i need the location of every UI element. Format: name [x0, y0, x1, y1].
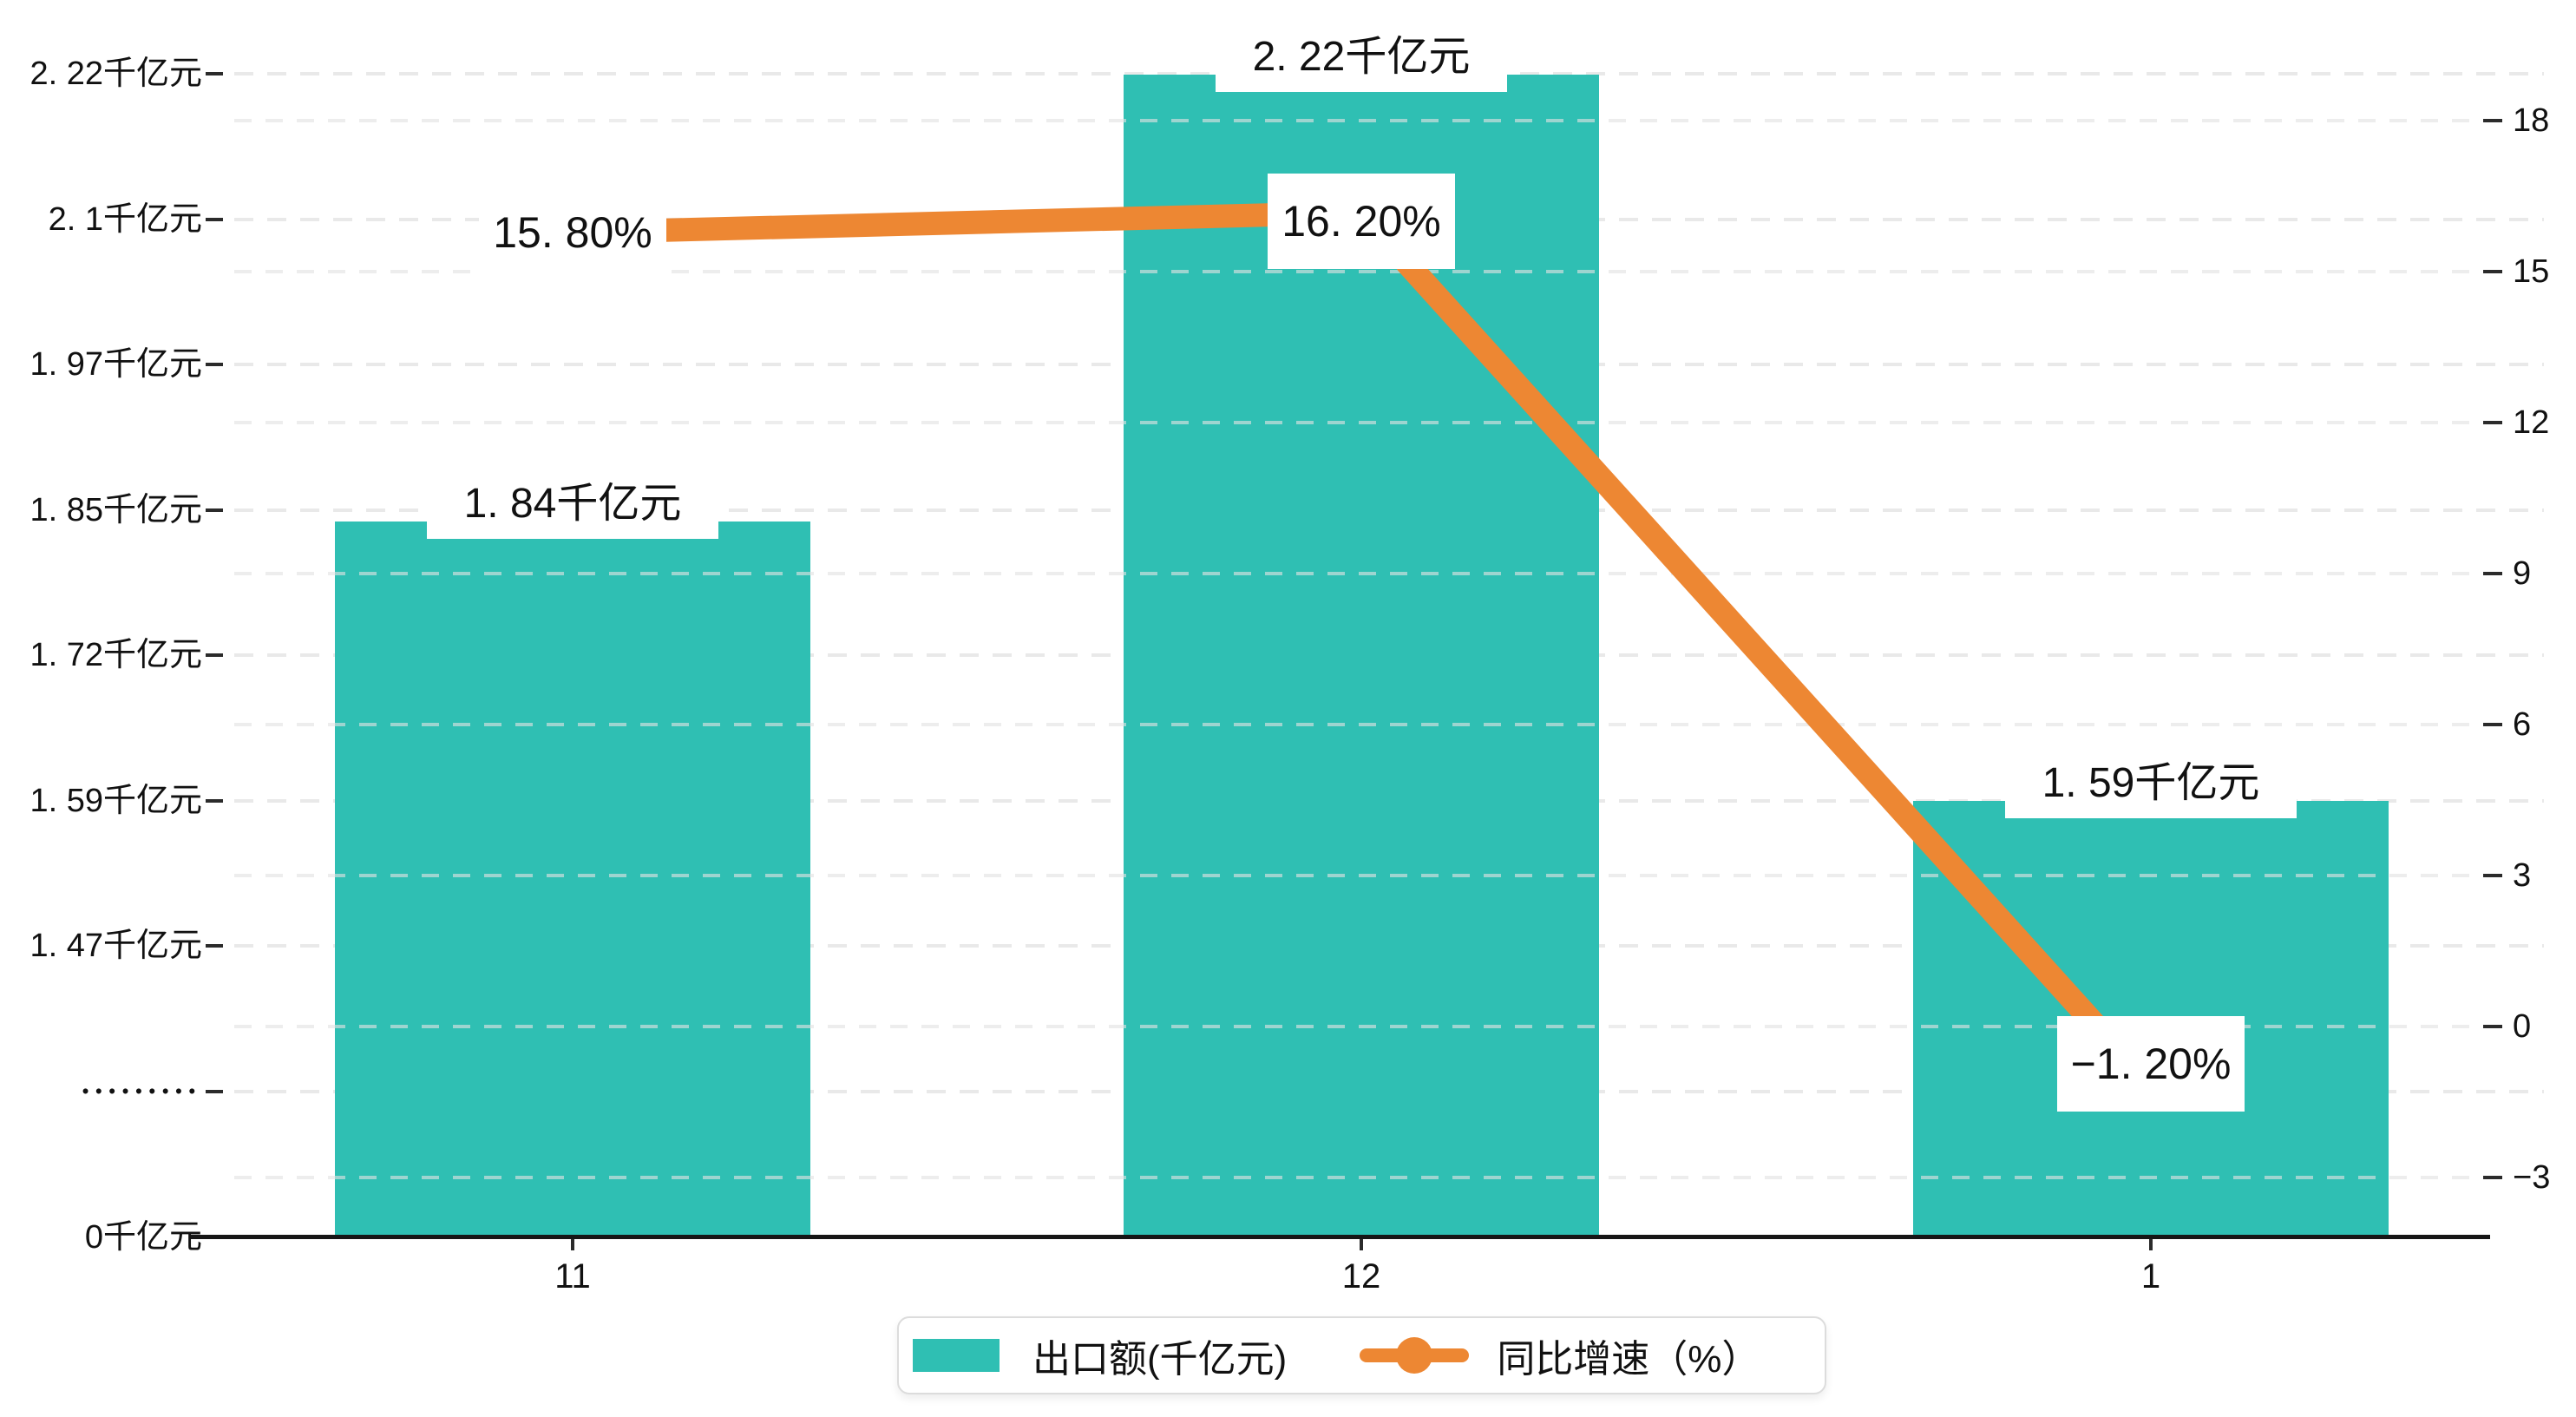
left-axis-tick — [206, 653, 223, 657]
right-axis-tick — [2483, 723, 2502, 726]
left-axis-tick-label: 2. 22千亿元 — [29, 56, 202, 92]
growth-value-label: 16. 20% — [1268, 174, 1455, 269]
legend-square-icon — [913, 1339, 1000, 1372]
left-axis-tick — [206, 944, 223, 948]
right-axis-tick-label: 6 — [2513, 706, 2532, 743]
left-axis-tick-label: 1. 85千亿元 — [29, 492, 202, 528]
left-axis-tick — [206, 72, 223, 75]
gridline-right — [234, 723, 2471, 726]
left-axis-tick-label: 0千亿元 — [84, 1219, 202, 1256]
right-axis-tick — [2483, 874, 2502, 877]
gridline-right — [234, 119, 2471, 122]
left-axis-tick — [206, 218, 223, 221]
right-axis-tick-label: 12 — [2513, 404, 2550, 441]
gridline-right — [234, 421, 2471, 424]
gridline-right — [234, 1176, 2471, 1179]
growth-value-label: 15. 80% — [479, 185, 666, 280]
legend-item-growth[interactable]: 同比增速（%） — [1360, 1328, 1760, 1383]
bar-month-11 — [335, 522, 810, 1237]
legend-line-dot-icon — [1360, 1337, 1470, 1374]
bar-value-label: 2. 22千亿元 — [1216, 12, 1507, 92]
growth-value-label: −1. 20% — [2057, 1016, 2245, 1112]
bar-value-label: 1. 59千亿元 — [2005, 738, 2297, 818]
right-axis-tick — [2483, 572, 2502, 575]
right-axis-tick-label: 9 — [2513, 555, 2532, 592]
right-axis-tick-label: 3 — [2513, 857, 2532, 894]
right-axis-tick-label: 0 — [2513, 1008, 2532, 1045]
x-axis-label: 11 — [554, 1257, 591, 1296]
right-axis-tick — [2483, 119, 2502, 122]
right-axis-tick-label: 15 — [2513, 253, 2550, 290]
legend-item-export[interactable]: 出口额(千亿元) — [913, 1328, 1287, 1383]
x-axis-tick — [571, 1239, 574, 1250]
left-axis-tick-label: 2. 1千亿元 — [48, 201, 202, 238]
bar-value-label: 1. 84千亿元 — [427, 459, 718, 539]
left-axis-tick-label: ••••••••• — [82, 1081, 202, 1102]
legend-label-growth: 同比增速（%） — [1497, 1338, 1760, 1381]
right-axis-tick — [2483, 1025, 2502, 1028]
x-axis-label: 1 — [2140, 1257, 2161, 1296]
left-axis-tick — [206, 1090, 223, 1093]
left-axis-tick — [206, 508, 223, 512]
legend-label-export: 出口额(千亿元) — [1032, 1338, 1288, 1381]
x-axis-tick — [2149, 1239, 2153, 1250]
left-axis-tick-label: 1. 72千亿元 — [29, 637, 202, 673]
right-axis-tick — [2483, 270, 2502, 273]
legend: 出口额(千亿元) 同比增速（%） — [897, 1316, 1826, 1394]
x-axis-label: 12 — [1341, 1257, 1381, 1296]
left-axis-tick — [206, 799, 223, 803]
right-axis-tick — [2483, 421, 2502, 424]
left-axis-tick-label: 1. 97千亿元 — [29, 346, 202, 383]
x-axis-line — [191, 1235, 2490, 1239]
gridline-right — [234, 572, 2471, 575]
right-axis-tick-label: −3 — [2513, 1159, 2551, 1196]
left-axis-tick-label: 1. 59千亿元 — [29, 783, 202, 819]
right-axis-tick-label: 18 — [2513, 102, 2550, 139]
left-axis-tick — [206, 363, 223, 366]
left-axis-tick-label: 1. 47千亿元 — [29, 928, 202, 964]
gridline-right — [234, 874, 2471, 877]
right-axis-tick — [2483, 1176, 2502, 1179]
x-axis-tick — [1360, 1239, 1363, 1250]
